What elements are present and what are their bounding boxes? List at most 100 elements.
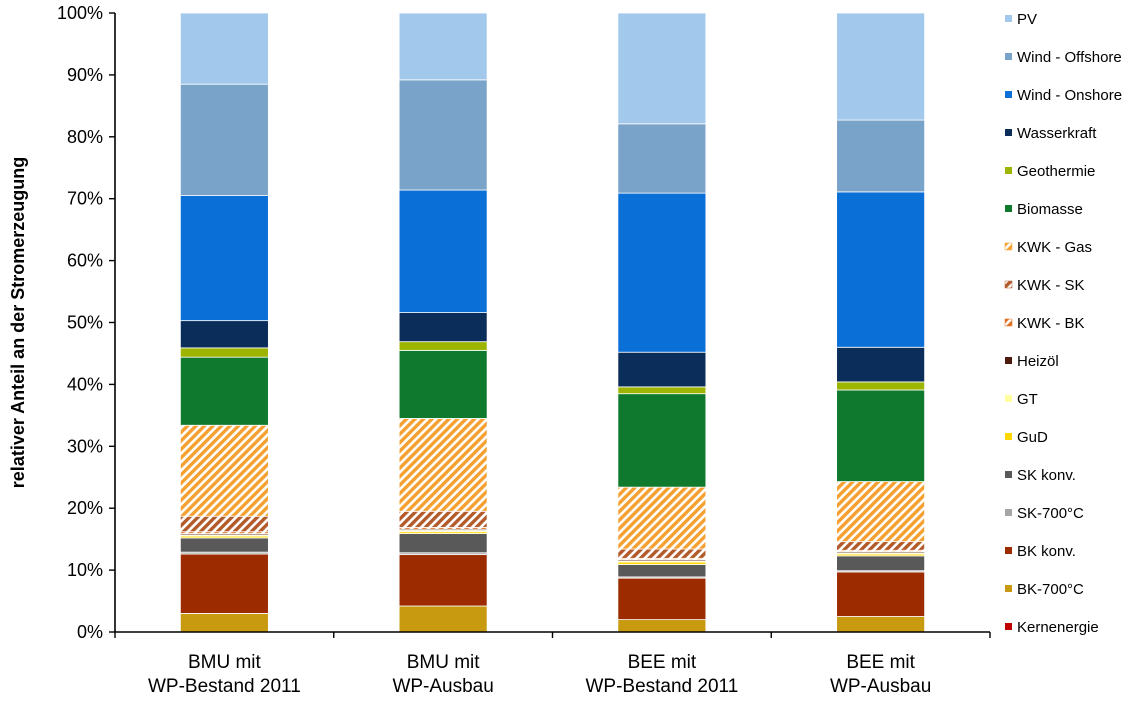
- legend-item-kwk-bk: KWK - BK: [1004, 315, 1085, 332]
- bar-segment-bk-konv: [398, 554, 488, 607]
- bar-segment-bk-konv: [179, 553, 269, 614]
- bar-segment-kwk-gas: [398, 418, 488, 512]
- y-tick-label: 30%: [67, 436, 103, 456]
- legend-label: Geothermie: [1017, 163, 1095, 180]
- y-tick-label: 70%: [67, 189, 103, 209]
- legend-label: PV: [1017, 11, 1037, 28]
- legend-swatch: [1005, 433, 1012, 440]
- legend-label: GuD: [1017, 429, 1048, 446]
- legend-swatch: [1005, 471, 1012, 478]
- legend-swatch: [1004, 242, 1013, 251]
- legend-label: BK konv.: [1017, 543, 1076, 560]
- x-tick-label: BMU mit: [407, 652, 481, 673]
- legend-item-gt: GT: [1005, 391, 1038, 408]
- legend-item-bk-konv: BK konv.: [1005, 543, 1076, 560]
- bar-segment-biomasse: [398, 349, 488, 419]
- legend-item-heizoel: Heizöl: [1005, 353, 1059, 370]
- y-tick-label: 50%: [67, 313, 103, 333]
- legend-item-sk-700c: SK-700°C: [1005, 505, 1084, 522]
- bar-segment-wind-onshore: [398, 189, 488, 313]
- legend-swatch: [1005, 129, 1012, 136]
- bar-segment-wasserkraft: [398, 312, 488, 343]
- y-axis-title: relativer Anteil an der Stromerzeugung: [8, 157, 28, 488]
- legend-item-kwk-sk: KWK - SK: [1004, 277, 1085, 294]
- bar-segment-biomasse: [836, 389, 926, 482]
- legend-item-wind-offshore: Wind - Offshore: [1005, 49, 1122, 66]
- legend-item-pv: PV: [1005, 11, 1037, 28]
- legend-swatch: [1005, 395, 1012, 402]
- legend-label: KWK - Gas: [1017, 239, 1092, 256]
- y-tick-label: 40%: [67, 374, 103, 394]
- legend-label: Heizöl: [1017, 353, 1059, 370]
- y-tick-label: 0%: [77, 622, 103, 642]
- legend-label: Wind - Offshore: [1017, 49, 1122, 66]
- legend-item-gud: GuD: [1005, 429, 1048, 446]
- bar-segment-wind-offshore: [836, 119, 926, 193]
- legend-swatch: [1004, 318, 1013, 327]
- bar-segment-wind-offshore: [617, 123, 707, 194]
- legend-label: KWK - BK: [1017, 315, 1085, 332]
- legend-label: SK konv.: [1017, 467, 1076, 484]
- bar-segment-wind-offshore: [398, 79, 488, 191]
- x-tick-label: WP-Bestand 2011: [148, 676, 301, 696]
- bar-segment-sk-konv: [617, 564, 707, 578]
- bar-segment-bk-700c: [398, 605, 488, 633]
- legend-label: Kernenergie: [1017, 619, 1099, 636]
- legend-swatch: [1005, 509, 1012, 516]
- legend-label: Wasserkraft: [1017, 125, 1097, 142]
- legend-swatch: [1005, 357, 1012, 364]
- legend-swatch: [1005, 91, 1012, 98]
- bar-segment-kwk-sk: [836, 541, 926, 551]
- legend-swatch: [1005, 585, 1012, 592]
- bar-segment-bk-konv: [617, 577, 707, 621]
- bar-segment-bk-700c: [179, 613, 269, 633]
- bars-layer: [179, 12, 926, 633]
- bar-segment-pv: [836, 12, 926, 121]
- legend-item-sk-konv: SK konv.: [1005, 467, 1076, 484]
- legend-item-kwk-gas: KWK - Gas: [1004, 239, 1092, 256]
- legend-swatch: [1004, 280, 1013, 289]
- bar-segment-geothermie: [179, 347, 269, 358]
- bar-segment-wind-onshore: [179, 195, 269, 322]
- bar-segment-wind-onshore: [836, 191, 926, 348]
- x-tick-label: WP-Ausbau: [830, 676, 931, 696]
- bar-stack-4: [836, 12, 926, 633]
- bar-segment-wind-offshore: [179, 83, 269, 197]
- bar-segment-kwk-sk: [617, 548, 707, 559]
- legend-label: KWK - SK: [1017, 277, 1085, 294]
- bar-segment-biomasse: [617, 393, 707, 488]
- legend-item-biomasse: Biomasse: [1005, 201, 1083, 218]
- bar-segment-pv: [398, 12, 488, 81]
- bar-stack-1: [179, 12, 269, 633]
- bar-segment-wasserkraft: [179, 320, 269, 349]
- bar-segment-bk-700c: [836, 616, 926, 633]
- legend-swatch: [1005, 53, 1012, 60]
- bar-segment-geothermie: [617, 386, 707, 395]
- legend-item-bk-700c: BK-700°C: [1005, 581, 1084, 598]
- legend-swatch: [1005, 623, 1012, 630]
- bar-segment-kwk-sk: [179, 515, 269, 533]
- bar-segment-pv: [617, 12, 707, 125]
- bar-segment-kwk-sk: [398, 510, 488, 528]
- bar-segment-kwk-gas: [836, 481, 926, 543]
- x-tick-label: BMU mit: [188, 652, 262, 673]
- legend-swatch: [1005, 167, 1012, 174]
- bar-segment-pv: [179, 12, 269, 85]
- legend-swatch: [1005, 15, 1012, 22]
- legend-swatch: [1005, 547, 1012, 554]
- bar-segment-biomasse: [179, 356, 269, 426]
- bar-segment-sk-konv: [179, 537, 269, 553]
- bar-segment-kwk-gas: [179, 424, 269, 517]
- bar-stack-3: [617, 12, 707, 633]
- legend-item-wasserkraft: Wasserkraft: [1005, 125, 1097, 142]
- bar-segment-wasserkraft: [617, 351, 707, 388]
- legend-item-geothermie: Geothermie: [1005, 163, 1095, 180]
- y-tick-label: 80%: [67, 127, 103, 147]
- x-tick-label: BEE mit: [846, 652, 915, 673]
- legend-label: Wind - Onshore: [1017, 87, 1122, 104]
- legend-label: GT: [1017, 391, 1038, 408]
- bar-segment-geothermie: [836, 381, 926, 391]
- bar-segment-bk-konv: [836, 571, 926, 617]
